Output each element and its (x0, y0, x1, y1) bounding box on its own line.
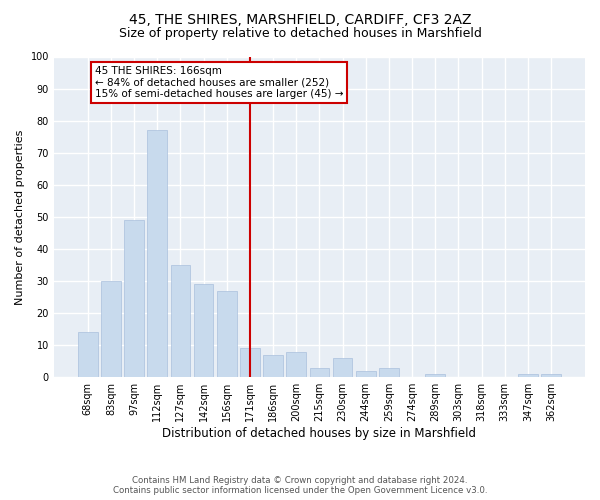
Bar (333, 358, 352, 377)
Bar (148, 130, 167, 377)
Bar (240, 348, 260, 377)
Bar (194, 284, 214, 377)
Text: Contains HM Land Registry data © Crown copyright and database right 2024.
Contai: Contains HM Land Registry data © Crown c… (113, 476, 487, 495)
Text: 45, THE SHIRES, MARSHFIELD, CARDIFF, CF3 2AZ: 45, THE SHIRES, MARSHFIELD, CARDIFF, CF3… (129, 12, 471, 26)
Text: Size of property relative to detached houses in Marshfield: Size of property relative to detached ho… (119, 28, 481, 40)
Text: 45 THE SHIRES: 166sqm
← 84% of detached houses are smaller (252)
15% of semi-det: 45 THE SHIRES: 166sqm ← 84% of detached … (95, 66, 343, 100)
Y-axis label: Number of detached properties: Number of detached properties (15, 129, 25, 304)
Bar (78, 332, 98, 377)
Bar (170, 265, 190, 377)
Bar (310, 368, 329, 377)
Bar (263, 355, 283, 377)
X-axis label: Distribution of detached houses by size in Marshfield: Distribution of detached houses by size … (163, 427, 476, 440)
Bar (124, 220, 144, 377)
Bar (379, 368, 399, 377)
Bar (541, 374, 561, 377)
Bar (101, 281, 121, 377)
Bar (518, 374, 538, 377)
Bar (425, 374, 445, 377)
Bar (356, 371, 376, 377)
Bar (217, 290, 236, 377)
Bar (286, 352, 306, 377)
